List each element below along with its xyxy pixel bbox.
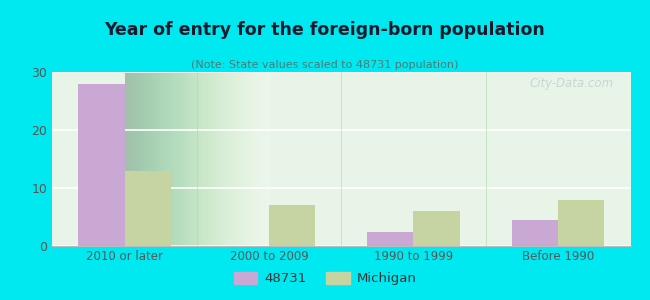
Bar — [367, 232, 413, 246]
Bar — [558, 200, 605, 246]
Text: Year of entry for the foreign-born population: Year of entry for the foreign-born popul… — [105, 21, 545, 39]
Bar — [78, 84, 125, 246]
Text: City-Data.com: City-Data.com — [529, 77, 613, 90]
Bar — [125, 171, 171, 246]
Bar — [413, 211, 460, 246]
Bar — [269, 206, 315, 246]
Text: (Note: State values scaled to 48731 population): (Note: State values scaled to 48731 popu… — [191, 60, 459, 70]
Bar — [512, 220, 558, 246]
Legend: 48731, Michigan: 48731, Michigan — [228, 266, 422, 290]
